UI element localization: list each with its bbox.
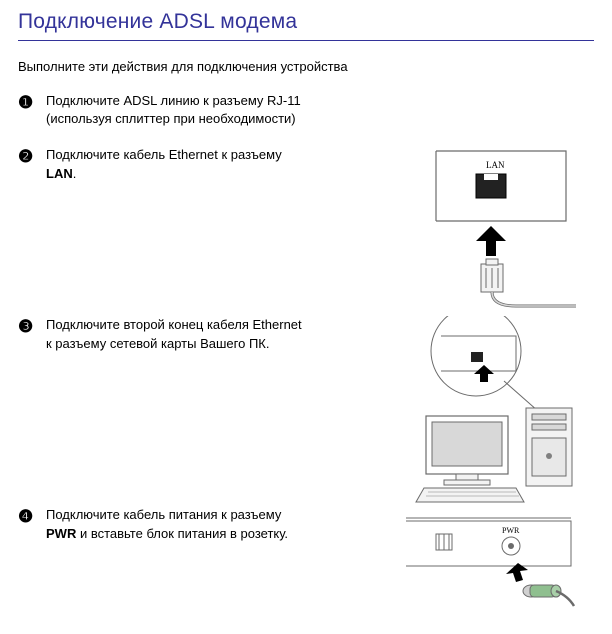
step-list: ❶ Подключите ADSL линию к разъему RJ-11 … bbox=[18, 92, 594, 626]
intro-text: Выполните эти действия для подключения у… bbox=[18, 59, 594, 74]
lan-port-diagram: LAN bbox=[316, 146, 576, 316]
svg-text:LAN: LAN bbox=[486, 160, 505, 170]
step-text: Подключите второй конец кабеля Ethernet … bbox=[46, 316, 316, 352]
step-3: ❸ Подключите второй конец кабеля Etherne… bbox=[18, 316, 594, 506]
svg-text:PWR: PWR bbox=[502, 526, 520, 535]
step-text: Подключите кабель Ethernet к разъему LAN… bbox=[46, 146, 316, 182]
page-title: Подключение ADSL модема bbox=[18, 10, 594, 41]
step-4: ❹ Подключите кабель питания к разъему PW… bbox=[18, 506, 594, 626]
step-number: ❶ bbox=[18, 92, 46, 111]
step-2: ❷ Подключите кабель Ethernet к разъему L… bbox=[18, 146, 594, 316]
step-number: ❸ bbox=[18, 316, 46, 335]
step-1: ❶ Подключите ADSL линию к разъему RJ-11 … bbox=[18, 92, 594, 128]
pc-diagram bbox=[316, 316, 586, 506]
power-diagram: PWR bbox=[316, 506, 576, 626]
step-text: Подключите кабель питания к разъему PWR … bbox=[46, 506, 316, 542]
step-illustration: PWR bbox=[316, 506, 594, 626]
step-illustration: LAN bbox=[316, 146, 594, 316]
step-number: ❹ bbox=[18, 506, 46, 525]
step-number: ❷ bbox=[18, 146, 46, 165]
step-text: Подключите ADSL линию к разъему RJ-11 (и… bbox=[46, 92, 316, 128]
step-illustration bbox=[316, 316, 594, 506]
